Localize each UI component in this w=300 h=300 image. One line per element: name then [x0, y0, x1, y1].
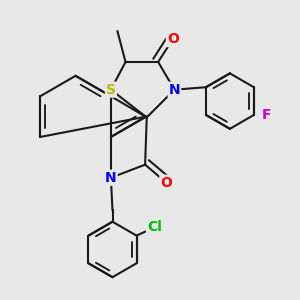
Text: F: F [262, 108, 272, 122]
Text: N: N [169, 83, 180, 97]
Text: O: O [160, 176, 172, 190]
Text: S: S [106, 83, 116, 97]
Text: Cl: Cl [147, 220, 162, 234]
Text: O: O [167, 32, 179, 46]
Text: N: N [105, 171, 117, 185]
